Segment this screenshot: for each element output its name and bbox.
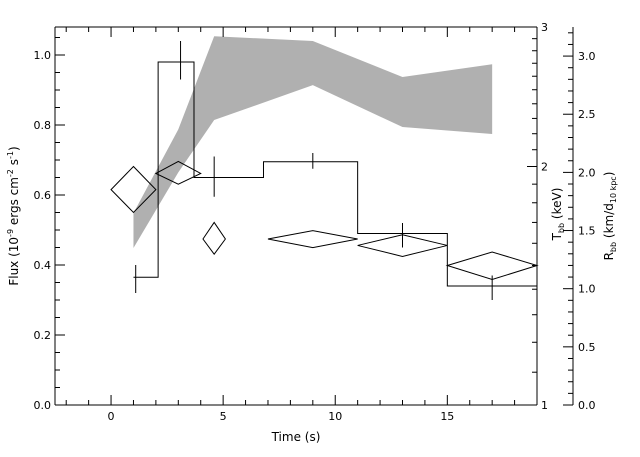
axis-title-script: -2 — [6, 169, 15, 177]
temperature-diamond — [445, 251, 539, 281]
flux-tick-label: 0.6 — [34, 189, 52, 202]
temperature-diamond — [154, 160, 202, 185]
axis-title-part: ) — [7, 146, 21, 151]
x-tick-label: 10 — [328, 410, 342, 423]
temperature-tick-label: 2 — [541, 161, 548, 174]
axis-title-part: s — [7, 159, 21, 169]
flux-histogram-layer — [133, 61, 537, 287]
axis-label-layer: 0 5 10 15 0.0 0.2 0.4 0.6 0.8 1.0 1 2 3 0.0 0.5 1.0 1.5 2… — [6, 21, 618, 444]
flux-tick-label: 0.4 — [34, 259, 52, 272]
axis-title-script: 10 kpc — [609, 176, 618, 203]
radius-tick-label: 2.0 — [578, 166, 596, 179]
axis-title-part: (km/d — [602, 203, 616, 242]
axis-title-part: T — [550, 232, 564, 241]
flux-histogram-line — [133, 61, 537, 287]
axes-layer — [54, 26, 574, 406]
temperature-axis-title: Tbb (keV) — [550, 188, 566, 242]
axis-title-script: -9 — [6, 229, 15, 237]
temperature-diamond — [202, 221, 226, 256]
axis-title-script: bb — [557, 223, 566, 233]
temperature-diamond — [110, 165, 157, 214]
flux-tick-label: 0.0 — [34, 399, 52, 412]
radius-tick-label: 1.5 — [578, 225, 596, 238]
radius-band — [133, 36, 493, 248]
x-tick-label: 15 — [440, 410, 454, 423]
x-tick-label: 0 — [108, 410, 115, 423]
axis-title-part: ergs cm — [7, 177, 21, 229]
temperature-tick-label: 3 — [541, 21, 548, 34]
temperature-tick-label: 1 — [541, 399, 548, 412]
radius-band-layer — [133, 36, 493, 248]
axis-title-script: bb — [609, 242, 618, 252]
axis-title-script: -1 — [6, 151, 15, 159]
x-axis-title: Time (s) — [271, 430, 321, 444]
flux-tick-label: 0.8 — [34, 119, 52, 132]
flux-tick-label: 0.2 — [34, 329, 52, 342]
axis-title-part: R — [602, 252, 616, 260]
radius-tick-label: 0.0 — [578, 399, 596, 412]
temperature-diamond — [357, 234, 448, 257]
temperature-diamond-layer — [110, 160, 539, 281]
axis-title-part: (keV) — [550, 188, 564, 223]
radius-tick-label: 1.0 — [578, 283, 596, 296]
flux-axis-title: Flux (10-9 ergs cm-2 s-1) — [6, 146, 21, 285]
radius-tick-label: 2.5 — [578, 108, 596, 121]
radius-tick-label: 0.5 — [578, 341, 596, 354]
radius-tick-label: 3.0 — [578, 50, 596, 63]
axis-title-part: Flux (10 — [7, 237, 21, 286]
temperature-diamond — [267, 230, 358, 249]
flux-tick-label: 1.0 — [34, 49, 52, 62]
axis-title-part: ) — [602, 172, 616, 177]
x-tick-label: 5 — [220, 410, 227, 423]
radius-axis-title: Rbb (km/d10 kpc) — [602, 172, 618, 261]
